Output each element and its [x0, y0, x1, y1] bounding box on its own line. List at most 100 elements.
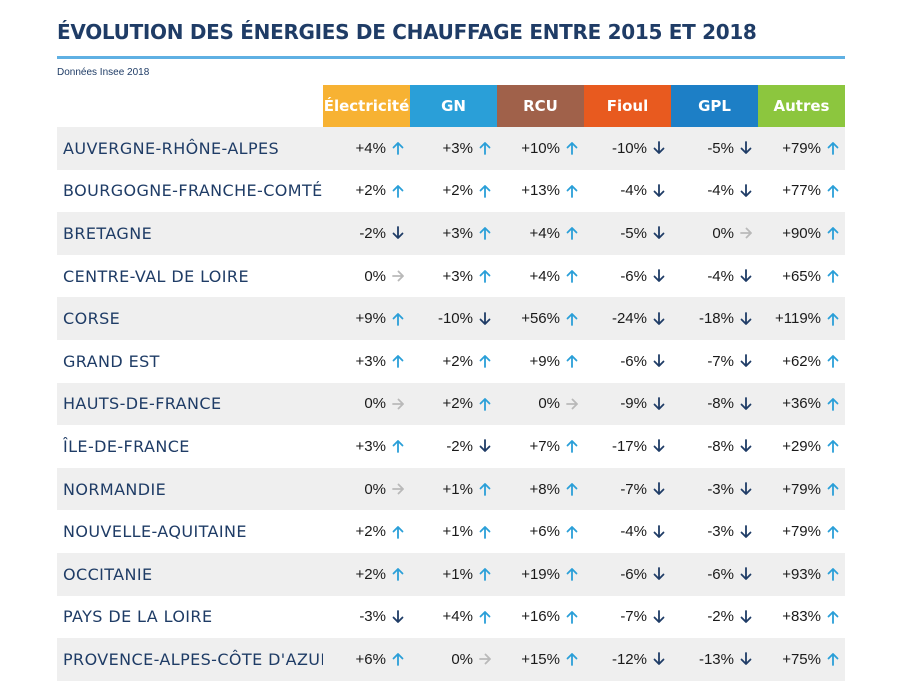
value-text: +1%: [442, 480, 473, 498]
arrow-down-icon: [653, 226, 665, 240]
value-wrapper: 0%: [712, 225, 752, 242]
arrow-down-icon: [740, 524, 752, 539]
arrow-up-icon: [566, 184, 578, 198]
value-wrapper: +3%: [443, 140, 491, 157]
value-cell-fioul: -5%: [584, 212, 671, 255]
value-wrapper: +3%: [443, 225, 491, 242]
arrow-up-icon: [827, 439, 839, 454]
value-cell-rcu: +6%: [497, 510, 584, 553]
value-cell-fioul: -6%: [584, 552, 671, 596]
value-wrapper: +2%: [443, 395, 491, 412]
value-text: -2%: [446, 437, 473, 455]
value-wrapper: -10%: [438, 310, 491, 327]
value-wrapper: -17%: [612, 438, 665, 455]
value-cell-fioul: -17%: [584, 425, 671, 468]
arrow-up-icon: [827, 269, 839, 283]
arrow-up-icon: [479, 482, 491, 496]
value-wrapper: -3%: [359, 608, 404, 625]
value-text: 0%: [712, 224, 734, 242]
value-wrapper: -8%: [707, 438, 752, 455]
arrow-down-icon: [479, 311, 491, 326]
value-cell-autres: +79%: [758, 127, 845, 170]
energy-table: Électricité GN RCU Fioul GPL Autres AUVERGNE-…: [57, 85, 845, 681]
value-text: -6%: [620, 267, 647, 285]
value-cell-fioul: -9%: [584, 382, 671, 426]
arrow-down-icon: [653, 439, 665, 453]
value-text: +6%: [529, 523, 560, 541]
arrow-down-icon: [740, 183, 752, 198]
arrow-down-icon: [653, 524, 665, 539]
value-text: +119%: [774, 310, 821, 328]
arrow-down-icon: [740, 567, 752, 581]
value-wrapper: +119%: [775, 310, 839, 327]
column-header-gpl: GPL: [671, 85, 758, 127]
value-text: +3%: [442, 267, 473, 285]
value-cell-fioul: -7%: [584, 467, 671, 511]
arrow-down-icon: [653, 482, 665, 496]
value-text: -12%: [611, 650, 647, 668]
arrow-down-icon: [740, 311, 752, 326]
arrow-down-icon: [653, 652, 665, 666]
value-cell-electricite: 0%: [323, 382, 410, 426]
arrow-down-icon: [740, 269, 752, 283]
table-row: OCCITANIE +2% +1% +19% -6% -6% +93%: [57, 552, 845, 596]
arrow-right-icon: [479, 652, 491, 666]
value-text: -17%: [611, 437, 647, 455]
arrow-up-icon: [827, 652, 839, 667]
value-cell-rcu: +4%: [497, 212, 584, 255]
value-wrapper: -3%: [707, 523, 752, 540]
arrow-up-icon: [566, 354, 578, 369]
arrow-down-icon: [392, 609, 404, 624]
value-cell-autres: +65%: [758, 254, 845, 298]
value-wrapper: 0%: [364, 395, 404, 412]
value-wrapper: +7%: [530, 438, 578, 455]
arrow-right-icon: [740, 226, 752, 240]
table-row: CENTRE-VAL DE LOIRE 0% +3% +4% -6% -4% +65%: [57, 254, 845, 298]
value-cell-gpl: -3%: [671, 510, 758, 553]
region-label: BOURGOGNE-FRANCHE-COMTÉ: [57, 169, 323, 213]
value-text: +4%: [529, 267, 560, 285]
arrow-up-icon: [479, 610, 491, 624]
value-wrapper: +93%: [782, 566, 839, 583]
value-cell-electricite: +4%: [323, 127, 410, 170]
value-text: -2%: [707, 608, 734, 626]
arrow-up-icon: [566, 525, 578, 539]
value-text: +36%: [782, 395, 821, 413]
value-wrapper: 0%: [538, 395, 578, 412]
arrow-up-icon: [827, 354, 839, 369]
value-cell-gn: +2%: [410, 382, 497, 426]
column-header-rcu: RCU: [497, 85, 584, 127]
value-cell-electricite: 0%: [323, 467, 410, 511]
arrow-down-icon: [653, 183, 665, 198]
region-label: BRETAGNE: [57, 212, 323, 255]
value-wrapper: +4%: [356, 140, 404, 157]
value-text: +79%: [782, 139, 821, 157]
value-text: -8%: [707, 437, 734, 455]
value-text: 0%: [364, 395, 386, 413]
value-cell-autres: +77%: [758, 169, 845, 213]
value-text: -5%: [707, 139, 734, 157]
value-text: +4%: [442, 608, 473, 626]
value-wrapper: +36%: [782, 395, 839, 412]
arrow-up-icon: [566, 269, 578, 283]
arrow-up-icon: [479, 354, 491, 369]
region-label: NOUVELLE-AQUITAINE: [57, 510, 323, 553]
value-wrapper: +2%: [356, 566, 404, 583]
value-text: +1%: [442, 565, 473, 583]
arrow-down-icon: [392, 226, 404, 240]
value-wrapper: +2%: [443, 182, 491, 199]
value-text: +1%: [442, 523, 473, 541]
value-cell-electricite: +9%: [323, 297, 410, 340]
value-cell-gpl: -4%: [671, 169, 758, 213]
value-text: -6%: [620, 352, 647, 370]
source-note: Données Insee 2018: [57, 67, 150, 78]
arrow-down-icon: [653, 354, 665, 368]
value-text: -6%: [620, 565, 647, 583]
value-text: -7%: [620, 608, 647, 626]
arrow-down-icon: [740, 609, 752, 624]
value-wrapper: -13%: [699, 651, 752, 668]
value-text: -7%: [707, 352, 734, 370]
value-text: -10%: [437, 310, 473, 328]
value-wrapper: -4%: [707, 268, 752, 285]
